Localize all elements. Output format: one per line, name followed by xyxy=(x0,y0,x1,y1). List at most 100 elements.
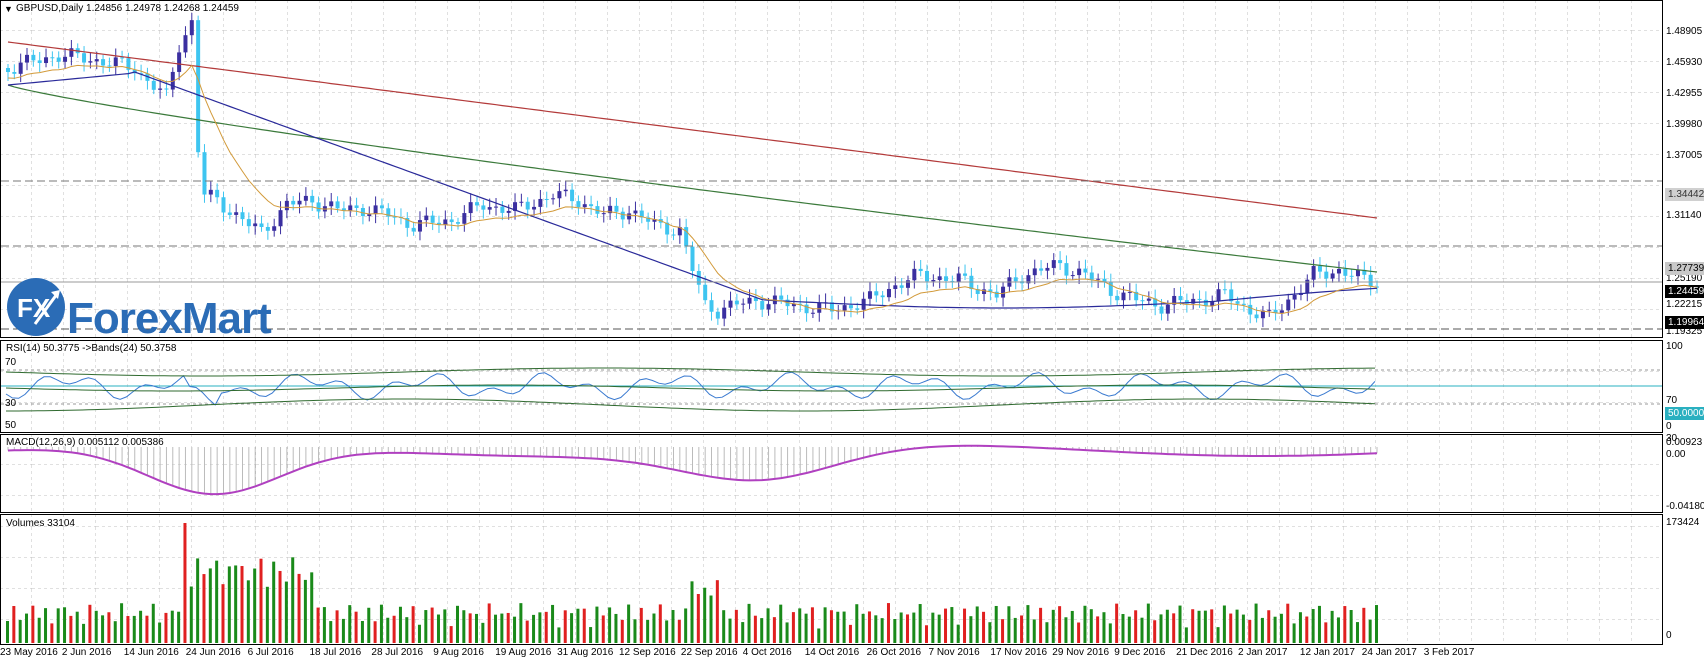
volume-bar xyxy=(1241,614,1245,643)
candle-body xyxy=(753,297,758,302)
volume-bar xyxy=(646,620,650,643)
rsi-left-label: 50 xyxy=(5,420,17,431)
candle-body xyxy=(1108,282,1113,296)
candle-body xyxy=(443,219,448,225)
candle-body xyxy=(918,268,923,271)
candle-body xyxy=(703,284,708,301)
candle-body xyxy=(899,285,904,288)
date-label: 12 Sep 2016 xyxy=(619,647,676,658)
candle-body xyxy=(513,202,518,211)
candle-body xyxy=(620,211,625,220)
volume-bar xyxy=(1089,609,1093,643)
volume-bar xyxy=(582,608,586,643)
volume-bar xyxy=(880,618,884,643)
candle-body xyxy=(975,289,980,294)
volume-bar xyxy=(1140,617,1144,643)
volume-bar xyxy=(1311,609,1315,643)
chart-menu-icon[interactable]: ▼ xyxy=(4,4,13,14)
volume-bar xyxy=(982,611,986,643)
volume-bar xyxy=(494,614,498,643)
candle-body xyxy=(246,219,251,227)
volume-bar xyxy=(139,610,143,643)
candle-body xyxy=(1362,269,1367,275)
candle-body xyxy=(950,280,955,282)
volume-bar xyxy=(335,610,339,643)
candle-body xyxy=(424,215,429,221)
volume-bar xyxy=(31,605,35,643)
candle-body xyxy=(164,88,169,90)
volume-bar xyxy=(405,617,409,643)
volume-bar xyxy=(1096,616,1100,643)
candle-body xyxy=(215,189,220,198)
volume-bar xyxy=(37,617,41,643)
volume-bar xyxy=(931,612,935,643)
candle-body xyxy=(741,303,746,305)
candle-body xyxy=(1070,275,1075,277)
candle-body xyxy=(101,59,106,66)
candle-body xyxy=(462,213,467,224)
volume-bar xyxy=(360,620,364,643)
candle-body xyxy=(912,268,917,281)
volume-bar xyxy=(551,604,555,643)
volume-bar xyxy=(1108,623,1112,643)
candle-body xyxy=(1089,272,1094,280)
logo-wordmark: ForexMart xyxy=(67,294,272,343)
volume-bar xyxy=(303,579,307,643)
candle-body xyxy=(589,204,594,207)
grid xyxy=(1,435,1662,512)
date-label: 4 Oct 2016 xyxy=(742,647,792,658)
candle-body xyxy=(1248,304,1253,315)
volume-bar xyxy=(297,573,301,643)
candle-body xyxy=(1336,268,1341,274)
volume-bar xyxy=(1267,610,1271,643)
volume-bar xyxy=(1045,622,1049,643)
volume-bar xyxy=(227,566,231,643)
volume-bar xyxy=(1260,617,1264,643)
volume-bar xyxy=(665,620,669,643)
candle-body xyxy=(1045,267,1050,271)
candle-body xyxy=(842,305,847,311)
candle-body xyxy=(202,152,207,195)
price-panel xyxy=(0,0,1663,338)
level-box-lower: 1.19964 xyxy=(1665,316,1704,329)
forexmart-logo-icon: FX xyxy=(7,278,65,336)
volume-bar xyxy=(728,618,732,643)
candle-body xyxy=(1026,275,1031,284)
candle-body xyxy=(1330,273,1335,279)
volume-bar xyxy=(633,619,637,643)
volume-bar xyxy=(132,615,136,643)
date-label: 9 Dec 2016 xyxy=(1114,647,1166,658)
volume-bar xyxy=(975,606,979,643)
volume-bar xyxy=(544,611,548,643)
candle-body xyxy=(1292,294,1297,300)
candle-body xyxy=(1203,299,1208,307)
volume-bar xyxy=(1362,607,1366,643)
volume-bar xyxy=(329,621,333,643)
volume-bar xyxy=(259,558,263,643)
volume-bar xyxy=(576,608,580,643)
candle-body xyxy=(544,198,549,200)
candle-body xyxy=(208,189,213,195)
date-label: 17 Nov 2016 xyxy=(990,647,1048,658)
candle-body xyxy=(893,285,898,289)
volume-bar xyxy=(1013,617,1017,643)
date-label: 14 Jun 2016 xyxy=(123,647,179,658)
volume-bar xyxy=(994,605,998,643)
volume-bar xyxy=(886,603,890,643)
volume-bar xyxy=(436,614,440,643)
volume-bar xyxy=(595,606,599,643)
volume-bar xyxy=(506,612,510,643)
candle-body xyxy=(1241,303,1246,305)
volume-bar xyxy=(411,606,415,643)
volume-bar xyxy=(1184,627,1188,643)
candle-body xyxy=(316,202,321,212)
rsi-line xyxy=(5,371,1376,406)
date-label: 18 Jul 2016 xyxy=(309,647,362,658)
candle-body xyxy=(652,219,657,222)
volume-bar xyxy=(804,613,808,643)
volume-bar xyxy=(183,523,187,643)
volume-bar xyxy=(215,560,219,643)
date-label: 22 Sep 2016 xyxy=(680,647,738,658)
candle-body xyxy=(829,302,834,312)
